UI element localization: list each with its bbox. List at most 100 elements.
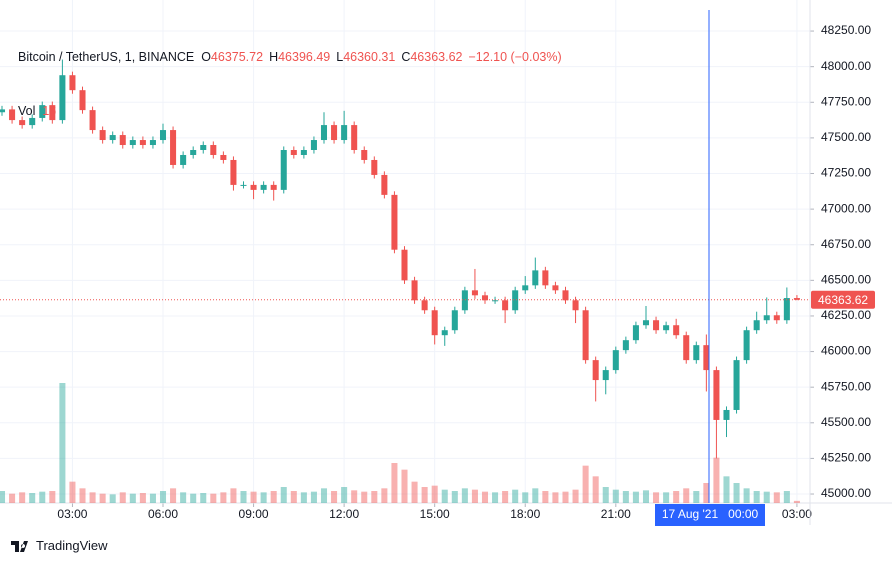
y-tick-label: 48250.00 [821, 23, 871, 37]
change: −12.10 (−0.03%) [468, 50, 562, 64]
candle-body [451, 310, 458, 331]
candle-body [793, 298, 800, 300]
ohlc-key: H [269, 50, 279, 64]
volume-bar [99, 493, 106, 503]
candle-body [723, 409, 730, 420]
ohlc-value: 46375.72 [210, 50, 264, 64]
candle-body [481, 295, 489, 301]
volume-bar [693, 491, 700, 503]
candle-body [180, 154, 187, 165]
x-tick-label: 21:00 [601, 507, 631, 521]
ohlc-values: O46375.72 H46396.49 L46360.31 C46363.62 [201, 50, 468, 64]
volume-bar [190, 493, 197, 503]
candle-body [763, 315, 770, 321]
candle-body [250, 184, 257, 190]
volume-bar [210, 493, 217, 503]
legend-header: Bitcoin / TetherUS, 1, BINANCE O46375.72… [18, 12, 568, 138]
volume-bar [59, 383, 66, 503]
volume-bar [481, 491, 489, 503]
candle-body [562, 290, 569, 301]
volume-bar [723, 476, 730, 503]
y-tick-label: 48000.00 [821, 59, 871, 73]
candle-body [240, 184, 247, 186]
candle-body [210, 145, 217, 155]
candle-body [381, 174, 388, 195]
candle-body [773, 315, 780, 321]
candle-body [542, 270, 549, 286]
candle-body [683, 335, 690, 361]
volume-bar [220, 492, 227, 503]
volume-bar [300, 492, 307, 503]
y-tick-label: 45500.00 [821, 415, 871, 429]
candle-body [401, 249, 408, 281]
candle-body [632, 325, 639, 341]
y-tick-label: 47500.00 [821, 130, 871, 144]
candle-body [421, 300, 428, 311]
volume-bar [572, 489, 579, 503]
candle-body [512, 290, 519, 311]
volume-bar [280, 487, 287, 503]
volume-bar [331, 491, 338, 503]
volume-bar [9, 493, 16, 503]
y-tick-label: 47000.00 [821, 201, 871, 215]
volume-bar [139, 493, 146, 503]
candle-body [532, 270, 539, 286]
candle-body [622, 340, 629, 351]
volume-bar [753, 491, 760, 503]
last-price-label: 46363.62 [818, 293, 868, 307]
volume-bar [542, 491, 549, 503]
volume-bar [200, 493, 207, 503]
volume-bar [49, 491, 56, 503]
candle-body [69, 75, 76, 91]
brand[interactable]: TradingView [10, 538, 108, 553]
x-tick-label: 12:00 [329, 507, 359, 521]
volume-bar [441, 489, 448, 503]
x-tick-label: 18:00 [510, 507, 540, 521]
volume-bar [562, 491, 569, 503]
candle-body [431, 310, 438, 336]
candle-body [693, 345, 700, 361]
ohlc-value: 46360.31 [343, 50, 396, 64]
candle-body [290, 150, 297, 155]
volume-bar [733, 483, 740, 503]
candle-body [663, 325, 670, 331]
volume-bar [260, 492, 267, 503]
candle-body [441, 330, 448, 336]
volume-bar [612, 489, 619, 503]
x-tick-label: 09:00 [239, 507, 269, 521]
volume-bar [320, 488, 328, 503]
volume-bar [512, 489, 519, 503]
volume-bar [773, 492, 780, 503]
volume-bar [502, 491, 509, 503]
ohlc-key: L [336, 50, 344, 64]
candle-body [320, 125, 328, 141]
candle-body [713, 370, 720, 420]
candle-body [552, 285, 559, 291]
candle-body [230, 159, 237, 185]
volume-bar [622, 491, 629, 503]
volume-bar [371, 491, 378, 503]
volume-bar [170, 488, 177, 503]
candle-body [703, 345, 710, 371]
volume-bar [783, 491, 790, 503]
volume-bar [381, 488, 388, 503]
volume-bar [461, 488, 468, 503]
volume-bar [713, 457, 720, 503]
candle-body [9, 109, 16, 121]
volume-bar [653, 492, 660, 503]
volume-bar [673, 491, 680, 503]
candle-body [331, 125, 338, 141]
candle-body [673, 325, 680, 336]
volume-value: 16 [42, 104, 57, 118]
volume-bar [230, 488, 237, 503]
y-tick-label: 45000.00 [821, 486, 871, 500]
x-tick-label: 03:00 [57, 507, 87, 521]
candle-body [109, 135, 116, 141]
volume-bar [109, 494, 116, 503]
volume-bar [0, 491, 6, 503]
symbol[interactable]: Bitcoin / TetherUS, 1, BINANCE [18, 50, 195, 64]
volume-bar [19, 492, 26, 503]
crosshair-label: 17 Aug '21 00:00 [662, 507, 759, 521]
volume-bar [703, 483, 710, 503]
